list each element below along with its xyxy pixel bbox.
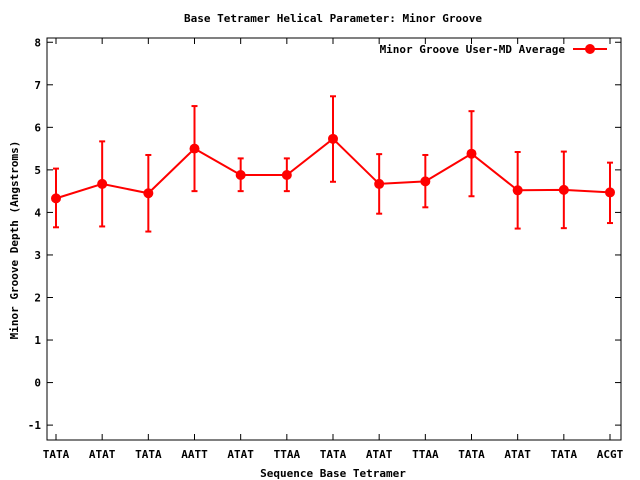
y-axis-label: Minor Groove Depth (Angstroms) (8, 141, 21, 340)
legend: Minor Groove User-MD Average (380, 43, 607, 56)
data-point (281, 169, 292, 180)
y-tick-label: 6 (34, 121, 41, 134)
y-tick-label: -1 (28, 419, 42, 432)
data-series (51, 95, 615, 233)
x-axis-label: Sequence Base Tetramer (260, 467, 406, 480)
x-tick-label: TATA (43, 448, 70, 461)
data-point (558, 184, 569, 195)
data-point (143, 188, 154, 199)
x-tick-label: ATAT (227, 448, 254, 461)
y-tick-label: 8 (34, 36, 41, 49)
x-tick-label: TTAA (412, 448, 439, 461)
y-tick-label: 1 (34, 334, 41, 347)
y-tick-label: 4 (34, 206, 41, 219)
data-point (512, 185, 523, 196)
chart-title: Base Tetramer Helical Parameter: Minor G… (184, 12, 482, 25)
legend-marker (585, 44, 595, 54)
data-point (605, 187, 615, 198)
data-point (189, 143, 200, 154)
y-tick-label: 7 (34, 79, 41, 92)
y-tick-label: 3 (34, 249, 41, 262)
x-tick-label: TATA (458, 448, 485, 461)
data-point (97, 178, 108, 189)
data-point (466, 148, 477, 159)
y-axis-ticks: -1 0 1 2 3 4 5 6 7 8 (28, 36, 621, 432)
x-tick-label: ATAT (504, 448, 531, 461)
x-tick-label: TTAA (274, 448, 301, 461)
y-tick-label: 0 (34, 377, 41, 390)
y-tick-label: 5 (34, 164, 41, 177)
data-point (420, 176, 431, 187)
x-tick-label: ATAT (89, 448, 116, 461)
x-tick-label: AATT (181, 448, 208, 461)
x-tick-label: TATA (320, 448, 347, 461)
legend-label: Minor Groove User-MD Average (380, 43, 566, 56)
x-tick-label: TATA (135, 448, 162, 461)
data-point (51, 193, 61, 204)
x-tick-label: ACGT (597, 448, 624, 461)
data-point (235, 169, 246, 180)
data-point (328, 133, 338, 144)
x-axis-ticks: TATA ATAT TATA AATT ATAT TTAA TATA ATAT TTAA TATA… (43, 38, 624, 461)
y-tick-label: 2 (34, 291, 41, 304)
plot-frame (46, 37, 622, 441)
data-point (374, 178, 385, 189)
x-tick-label: TATA (551, 448, 578, 461)
x-tick-label: ATAT (366, 448, 393, 461)
